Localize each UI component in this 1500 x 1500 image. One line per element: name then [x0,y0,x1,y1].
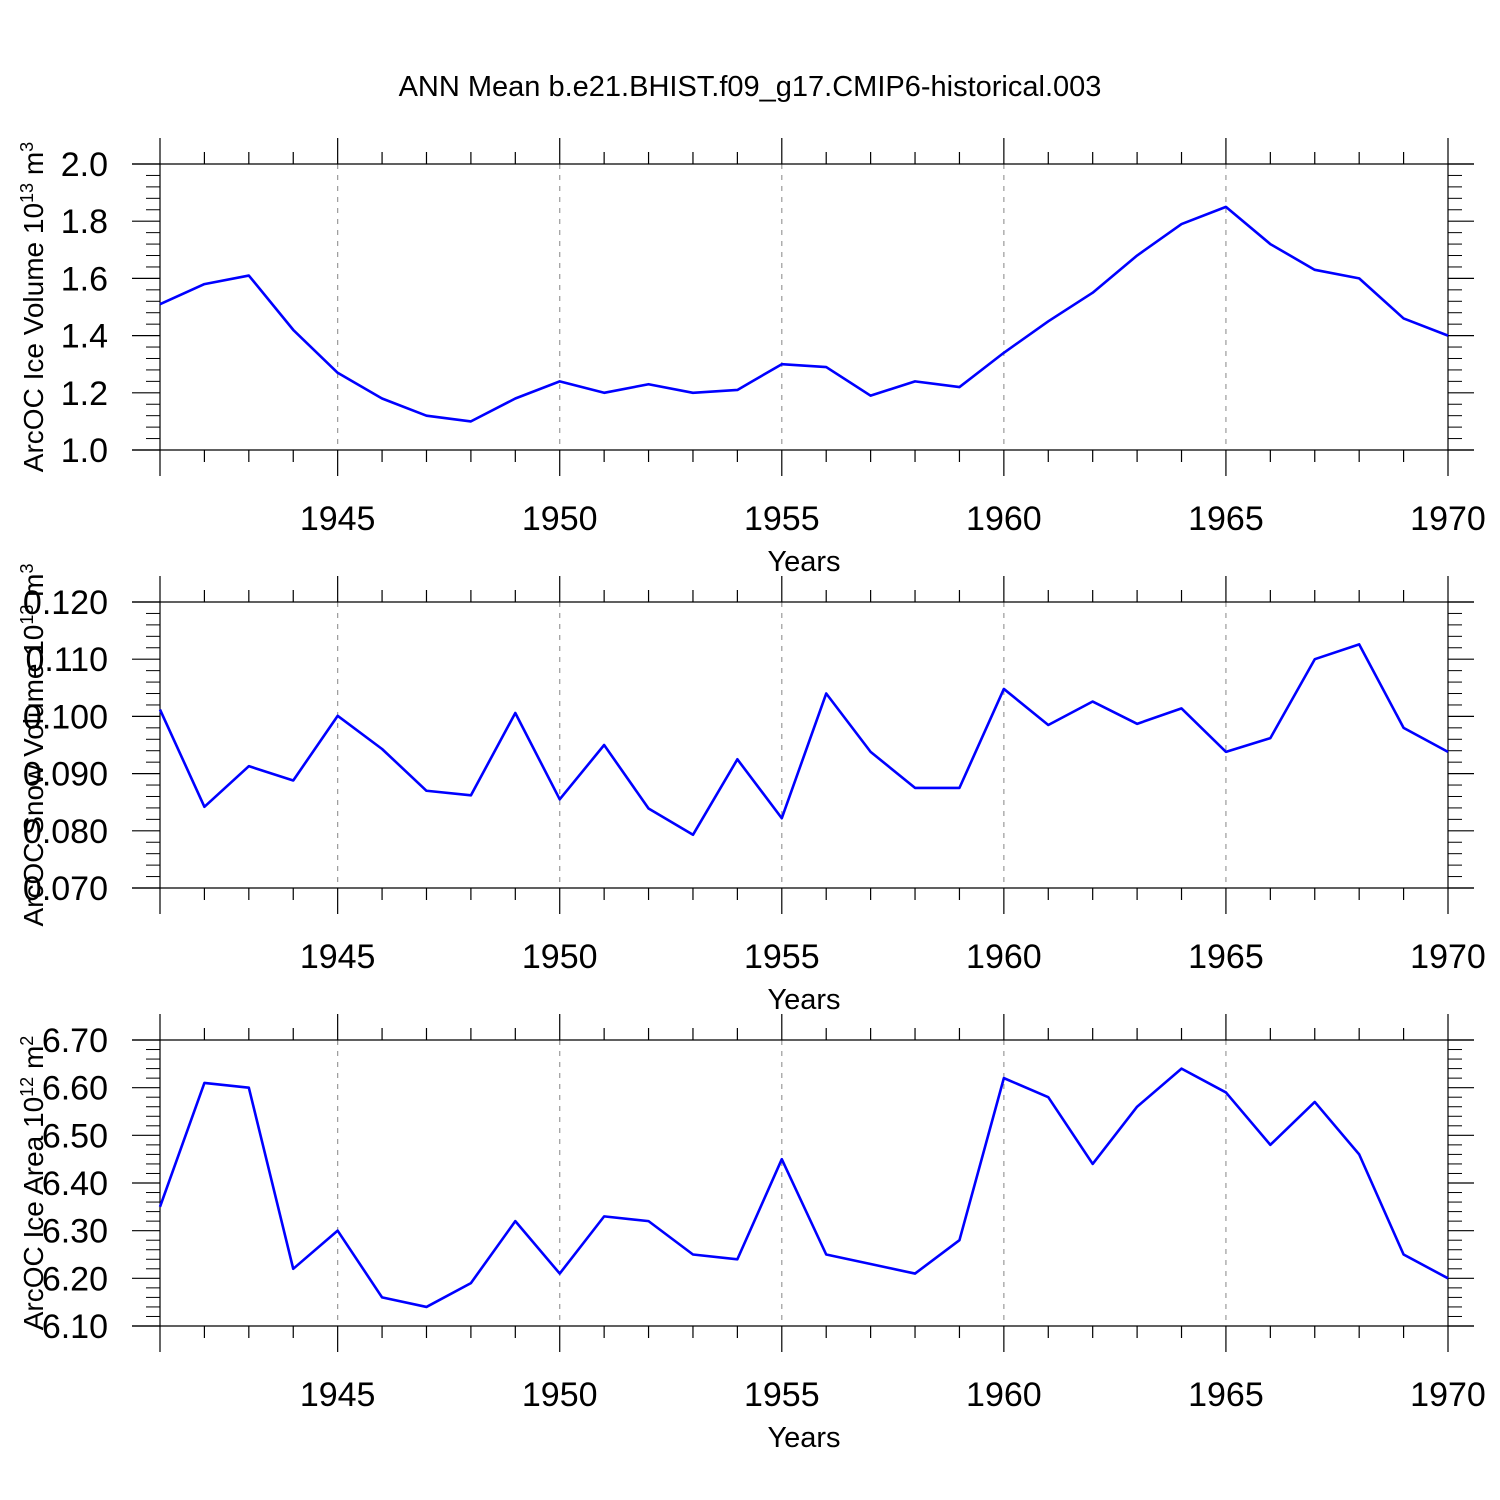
y-tick-label: 6.40 [42,1165,108,1203]
y-tick-label: 2.0 [61,146,108,184]
y-axis-label: ArcOC Ice Volume 1013 m3 [17,142,49,472]
y-tick-label: 6.30 [42,1213,108,1251]
panel-3: 6.10 6.20 6.30 6.40 6.50 6.60 6.70 1945 1950 1955… [17,1014,1486,1454]
y-tick-label: 6.70 [42,1022,108,1060]
y-tick-label: 0.090 [23,756,108,794]
y-tick-label: 6.60 [42,1070,108,1108]
y-label-text: m [18,573,49,604]
x-tick-label: 1950 [522,938,598,976]
y-tick-label: 0.100 [23,698,108,736]
x-axis-label: Years [767,546,840,578]
y-label-text: ArcOC Ice Area 10 [18,1097,49,1330]
y-tick-label: 0.080 [23,813,108,851]
y-label-exponent: 12 [17,1077,37,1097]
figure-title: ANN Mean b.e21.BHIST.f09_g17.CMIP6-histo… [399,71,1102,103]
x-tick-label: 1970 [1410,1376,1486,1414]
panel-2: 0.070 0.080 0.090 0.100 0.110 0.120 1945 1950 19… [17,563,1486,1016]
y-tick-label: 6.50 [42,1117,108,1155]
x-tick-label: 1970 [1410,938,1486,976]
y-label-exponent: 2 [17,1036,37,1046]
x-tick-label: 1960 [966,938,1042,976]
x-tick-label: 1965 [1188,938,1264,976]
series-line [158,1067,1449,1309]
x-tick-label: 1945 [300,500,376,538]
x-tick-label: 1950 [522,1376,598,1414]
series-line [158,643,1449,837]
x-tick-label: 1955 [744,1376,820,1414]
x-tick-label: 1955 [744,500,820,538]
series-line [159,205,1449,423]
x-tick-label: 1945 [300,938,376,976]
x-tick-label: 1945 [300,1376,376,1414]
y-tick-label: 1.8 [61,203,108,241]
panel-1: 1.0 1.2 1.4 1.6 1.8 2.0 1945 1950 1955 1960 1965 19… [17,138,1486,578]
y-tick-label: 1.2 [61,375,108,413]
y-axis-label: ArcOC Snow Volume 1013 m3 [17,563,49,926]
y-label-text: m [18,1046,49,1077]
x-tick-label: 1965 [1188,500,1264,538]
y-axis-label: ArcOC Ice Area 1012 m2 [17,1036,49,1331]
y-tick-label: 6.20 [42,1260,108,1298]
x-tick-label: 1965 [1188,1376,1264,1414]
y-label-text: m [18,152,49,183]
y-label-exponent: 13 [17,183,37,203]
y-tick-label: 0.110 [25,641,108,679]
y-tick-label: 0.120 [23,584,108,622]
y-tick-label: 1.4 [61,318,108,356]
x-tick-label: 1950 [522,500,598,538]
y-tick-label: 6.10 [42,1308,108,1346]
x-tick-label: 1960 [966,500,1042,538]
y-tick-label: 1.6 [61,260,108,298]
y-label-text: ArcOC Ice Volume 10 [18,203,49,472]
y-label-exponent: 3 [17,563,37,573]
y-tick-label: 1.0 [61,432,108,470]
y-tick-label: 0.070 [23,870,108,908]
x-tick-label: 1960 [966,1376,1042,1414]
x-tick-label: 1970 [1410,500,1486,538]
y-label-exponent: 3 [17,142,37,152]
x-tick-label: 1955 [744,938,820,976]
y-label-exponent: 13 [17,605,37,625]
x-axis-label: Years [767,1422,840,1454]
panels: 1.0 1.2 1.4 1.6 1.8 2.0 1945 1950 1955 1960 1965 19… [17,138,1486,1454]
y-label-text: ArcOC Snow Volume 10 [18,625,49,927]
x-axis-label: Years [767,984,840,1016]
